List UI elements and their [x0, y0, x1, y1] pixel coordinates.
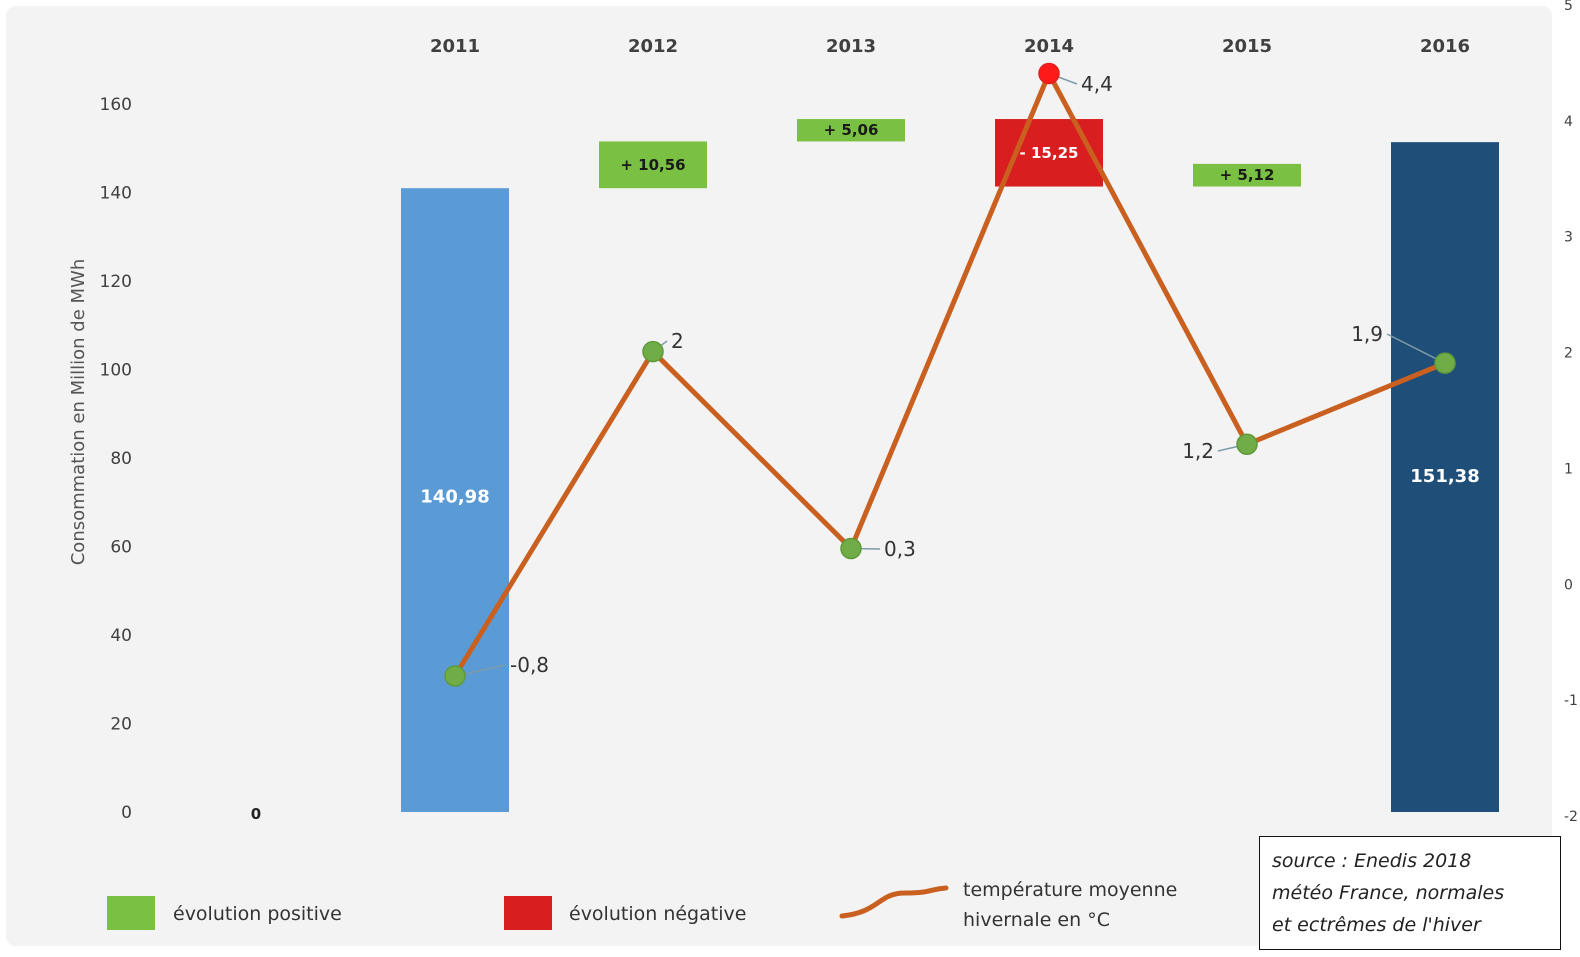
- source-line: météo France, normales: [1272, 877, 1548, 909]
- category-label: 2016: [1420, 36, 1470, 57]
- source-line: et ectrêmes de l'hiver: [1272, 909, 1548, 941]
- y2-tick-label: 0: [1564, 577, 1573, 593]
- y2-tick-label: 3: [1564, 230, 1573, 246]
- temperature-value-label: 0,3: [884, 537, 916, 561]
- source-line: source : Enedis 2018: [1272, 845, 1548, 877]
- legend-label-line: température moyenne: [963, 879, 1177, 901]
- legend-swatch-negative: [504, 896, 552, 930]
- legend-label-positive: évolution positive: [173, 903, 342, 925]
- legend-label-line: hivernale en °C: [963, 909, 1110, 931]
- y2-tick-label: 1: [1564, 461, 1573, 477]
- temperature-point: [1435, 353, 1455, 373]
- y-tick-label: 120: [100, 272, 132, 292]
- y-tick-label: 60: [110, 538, 132, 558]
- y-tick-label: 160: [100, 95, 132, 115]
- bar-value-label: 140,98: [420, 486, 489, 507]
- y-tick-label: 40: [110, 626, 132, 646]
- temperature-value-label: 4,4: [1081, 72, 1113, 96]
- y-tick-label: 0: [121, 803, 132, 823]
- source-box: source : Enedis 2018 météo France, norma…: [1259, 836, 1561, 950]
- y2-tick-label: 4: [1564, 114, 1573, 130]
- y-tick-label: 20: [110, 715, 132, 735]
- bar-value-label: 151,38: [1410, 466, 1479, 487]
- category-label: 2013: [826, 36, 876, 57]
- delta-label: + 10,56: [620, 156, 685, 174]
- y-tick-label: 100: [100, 361, 132, 381]
- legend-swatch-positive: [107, 896, 155, 930]
- category-label: 2012: [628, 36, 678, 57]
- delta-label: + 5,12: [1220, 166, 1275, 184]
- temperature-point: [445, 666, 465, 686]
- y2-tick-label: -1: [1564, 693, 1578, 709]
- temperature-point: [841, 539, 861, 559]
- y2-tick-label: -2: [1564, 809, 1578, 825]
- temperature-value-label: 2: [671, 329, 684, 353]
- category-label: 2011: [430, 36, 480, 57]
- legend-label-negative: évolution négative: [569, 903, 746, 925]
- delta-label: + 5,06: [824, 121, 879, 139]
- y2-tick-label: 5: [1564, 0, 1573, 14]
- category-label: 2014: [1024, 36, 1074, 57]
- temperature-point: [1237, 434, 1257, 454]
- y-tick-label: 140: [100, 184, 132, 204]
- temperature-value-label: 1,9: [1351, 322, 1383, 346]
- temperature-value-label: 1,2: [1182, 439, 1214, 463]
- bar-value-label: 0: [251, 805, 261, 823]
- category-label: 2015: [1222, 36, 1272, 57]
- delta-label: - 15,25: [1020, 144, 1079, 162]
- temperature-value-label: -0,8: [510, 653, 549, 677]
- y-axis-title: Consommation en Million de MWh: [68, 259, 89, 566]
- temperature-point: [643, 342, 663, 362]
- y2-tick-label: 2: [1564, 346, 1573, 362]
- y-tick-label: 80: [110, 449, 132, 469]
- temperature-point: [1039, 64, 1059, 84]
